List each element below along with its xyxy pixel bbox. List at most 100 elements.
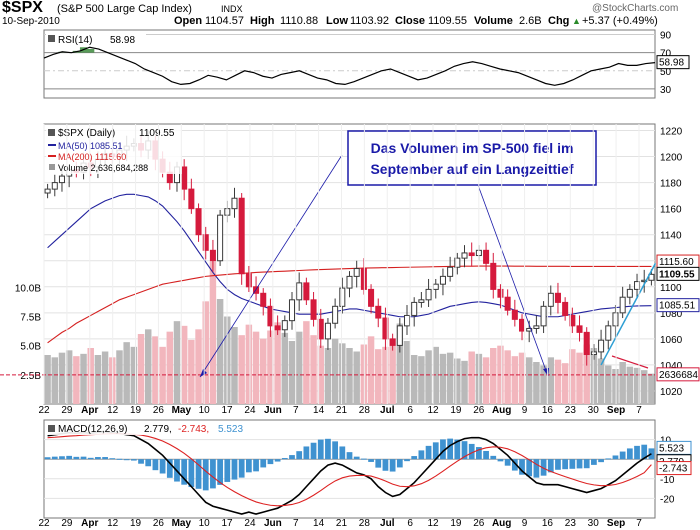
x-axis-label-bottom: 16	[542, 518, 554, 529]
header-chg-arrow-icon: ▲	[572, 16, 581, 26]
macd-histogram-bar	[375, 459, 382, 468]
macd-histogram-bar	[619, 451, 626, 460]
volume-bar	[590, 348, 598, 404]
x-axis-label-bottom: 9	[522, 518, 528, 529]
header-volume-label: Volume	[474, 15, 513, 27]
candle-body	[209, 249, 216, 262]
candle-body	[497, 288, 504, 298]
x-axis-label-bottom: 17	[222, 518, 234, 529]
macd-histogram-bar	[267, 459, 274, 465]
macd-histogram-bar	[346, 452, 353, 460]
candle-body	[382, 317, 389, 340]
macd-histogram-bar	[289, 455, 295, 460]
rsi-value-box	[656, 55, 690, 70]
x-axis-label: 14	[313, 405, 325, 416]
candle-body	[195, 208, 202, 236]
volume-bar	[612, 369, 619, 404]
candle-body	[418, 299, 425, 303]
macd-histogram-bar	[454, 439, 461, 460]
volume-bar	[137, 334, 145, 404]
volume-bar	[260, 338, 267, 404]
volume-bar	[482, 357, 490, 404]
x-axis-label-bottom: 21	[336, 518, 348, 529]
rsi-tick-label: 30	[660, 85, 672, 96]
volume-bar	[87, 348, 94, 404]
candle-body	[44, 188, 51, 194]
volume-bar	[389, 338, 396, 404]
macd-histogram-bar	[641, 444, 648, 460]
macd-hist-value-label: 5.523	[218, 424, 243, 435]
candle-body	[634, 281, 641, 290]
annotation-arrow-right	[477, 184, 549, 377]
volume-bar	[51, 357, 59, 404]
price-value-tag: 1115.60	[659, 257, 694, 268]
macd-histogram-bar	[634, 445, 640, 460]
volume-bar	[245, 324, 253, 404]
macd-histogram-bar	[598, 459, 604, 463]
volume-bar	[152, 336, 159, 404]
macd-histogram-bar	[152, 459, 159, 471]
volume-bar	[504, 350, 511, 404]
header-chg-value: +5.37 (+0.49%)	[582, 15, 658, 27]
header-exchange: INDX	[221, 4, 243, 14]
volume-bar	[468, 351, 475, 404]
macd-histogram-bar	[468, 443, 475, 460]
candle-body	[461, 252, 468, 259]
x-axis-label: Jul	[380, 405, 395, 416]
macd-histogram-bar	[202, 459, 209, 491]
rsi-value-tag: 58.98	[659, 58, 684, 69]
x-axis-label-bottom: 30	[588, 518, 600, 529]
macd-histogram-bar	[123, 459, 130, 461]
candle-body	[526, 327, 533, 332]
candle-body	[425, 288, 432, 301]
macd-legend-bg	[46, 422, 260, 435]
x-axis-label-bottom: Sep	[607, 518, 625, 529]
volume-bar	[252, 331, 260, 404]
x-axis-label: 19	[450, 405, 462, 416]
annotation-text-line1: Das Volumen im SP-500 fiel im	[371, 140, 574, 156]
volume-bar	[331, 338, 339, 404]
macd-value-tag: 5.523	[659, 443, 684, 454]
header-chg-label: Chg	[548, 15, 570, 27]
macd-histogram-bar	[339, 446, 346, 460]
header-brand: @StockCharts.com	[592, 3, 679, 14]
candle-body	[403, 314, 411, 327]
macd-histogram-bar	[159, 459, 166, 474]
macd-value-tag: -2.743	[659, 464, 688, 475]
x-axis-label-bottom: 22	[38, 518, 50, 529]
price-legend-bg	[46, 126, 182, 174]
macd-histogram-bar	[526, 459, 533, 477]
x-axis-label-bottom: 26	[153, 518, 165, 529]
x-axis-label-bottom: 24	[244, 518, 256, 529]
candle-body	[58, 175, 65, 184]
candle-body	[554, 292, 561, 303]
volume-tick-label: 10.0B	[15, 283, 41, 294]
macd-histogram-bar	[519, 459, 525, 475]
candle-body	[648, 273, 655, 281]
candle-body	[454, 257, 461, 268]
x-axis-label-bottom: Apr	[81, 518, 98, 529]
x-axis-label: 21	[336, 405, 348, 416]
volume-bar	[209, 261, 217, 404]
volume-bar	[396, 323, 404, 404]
macd-value-tag-box	[656, 461, 692, 476]
header-open-value: 1104.57	[205, 15, 244, 27]
volume-bar	[216, 299, 224, 404]
volume-tick-label: 2.5B	[20, 371, 41, 382]
macd-histogram-bar	[274, 459, 281, 462]
macd-histogram-bar	[253, 459, 259, 472]
candle-body	[51, 182, 58, 190]
x-axis-label: May	[172, 405, 192, 416]
header-volume-value: 2.6B	[519, 15, 542, 27]
macd-histogram-bar	[461, 441, 468, 460]
price-tick-label: 1180	[660, 179, 682, 190]
volume-tick-label: 5.0B	[20, 342, 41, 353]
candle-body	[468, 252, 475, 257]
macd-histogram-bar	[555, 459, 561, 470]
price-tick-label: 1040	[660, 361, 683, 372]
x-axis-label-bottom: 19	[450, 518, 462, 529]
header-close-value: 1109.55	[428, 15, 467, 27]
macd-value-label: 2.779,	[144, 424, 172, 435]
x-axis-label-bottom: 7	[636, 518, 642, 529]
macd-histogram-bar	[483, 450, 489, 460]
